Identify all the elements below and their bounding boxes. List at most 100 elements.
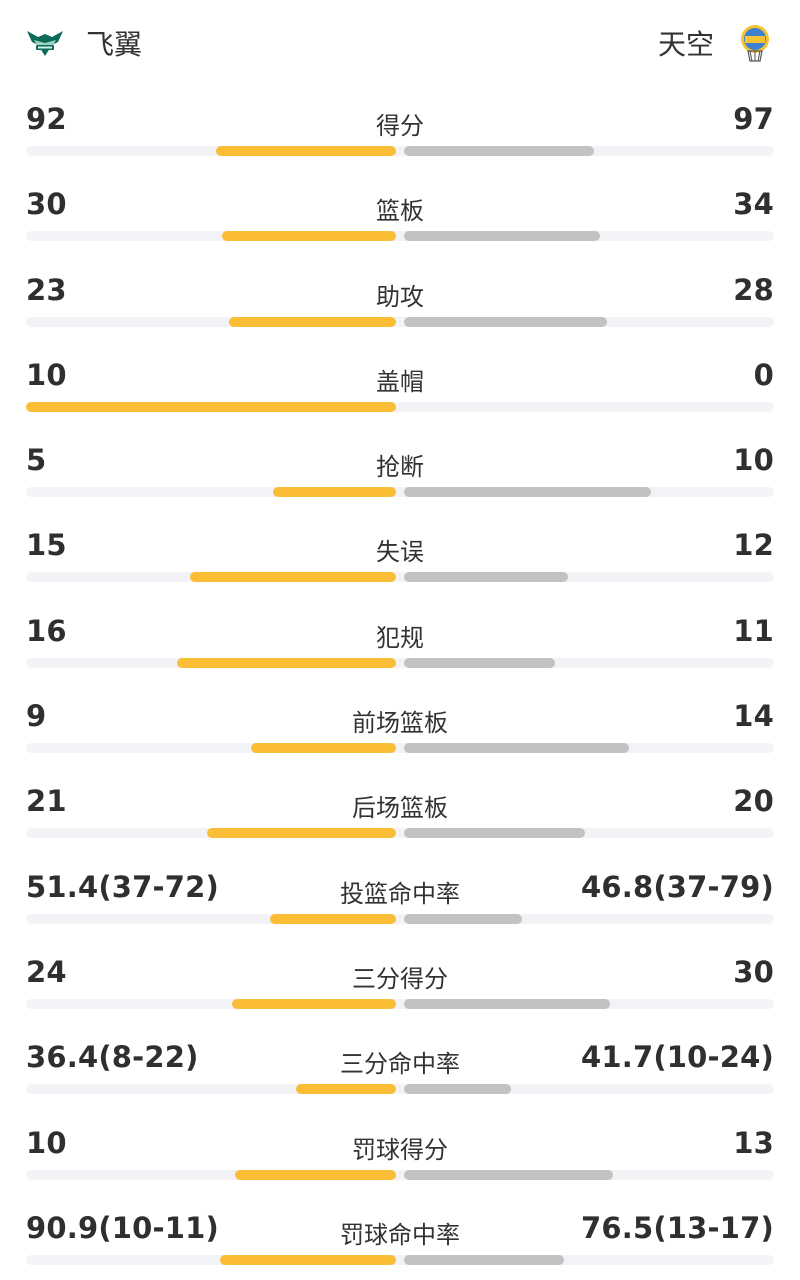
- stat-row: 15 失误 12: [0, 512, 800, 597]
- left-team[interactable]: 飞翼: [26, 22, 142, 64]
- right-value: 0: [753, 357, 774, 392]
- stat-label: 犯规: [376, 623, 424, 652]
- stat-track: [26, 146, 774, 156]
- right-value: 76.5(13-17): [580, 1210, 774, 1245]
- stat-track: [26, 316, 774, 327]
- left-value: 36.4(8-22): [26, 1040, 199, 1075]
- right-value: 20: [733, 784, 774, 819]
- stat-row: 24 三分得分 30: [0, 939, 800, 1024]
- left-bar: [207, 828, 396, 839]
- right-bar: [404, 1254, 564, 1265]
- left-value: 5: [26, 443, 47, 478]
- left-value: 23: [26, 272, 67, 307]
- stat-track: [26, 1254, 774, 1265]
- left-value: 9: [26, 699, 47, 734]
- left-bar: [270, 913, 396, 924]
- wings-logo-icon: [26, 24, 64, 62]
- left-bar: [222, 231, 396, 242]
- left-bar: [296, 1084, 396, 1095]
- stat-label: 罚球得分: [352, 1135, 448, 1164]
- stat-row: 30 篮板 34: [0, 171, 800, 256]
- right-bar: [404, 316, 607, 327]
- right-value: 14: [733, 699, 774, 734]
- right-team-name: 天空: [657, 28, 714, 61]
- stat-row: 36.4(8-22) 三分命中率 41.7(10-24): [0, 1024, 800, 1109]
- stat-row: 16 犯规 11: [0, 598, 800, 683]
- left-value: 30: [26, 187, 67, 222]
- right-value: 41.7(10-24): [580, 1040, 774, 1075]
- left-bar: [235, 1169, 396, 1180]
- stat-track: [26, 231, 774, 242]
- left-value: 21: [26, 784, 67, 819]
- right-team[interactable]: 天空: [658, 22, 774, 64]
- stat-label: 罚球命中率: [340, 1220, 460, 1249]
- left-value: 90.9(10-11): [26, 1210, 220, 1245]
- right-bar: [404, 1084, 511, 1095]
- stat-row: 10 罚球得分 13: [0, 1110, 800, 1195]
- right-bar: [404, 1169, 613, 1180]
- stat-label: 失误: [376, 538, 424, 567]
- left-value: 10: [26, 357, 67, 392]
- left-bar: [229, 316, 396, 327]
- left-value: 10: [26, 1125, 67, 1160]
- right-bar: [404, 828, 585, 839]
- right-value: 28: [733, 272, 774, 307]
- stat-track: [26, 828, 774, 839]
- stat-row: 23 助攻 28: [0, 257, 800, 342]
- stat-row: 92 得分 97: [0, 86, 800, 171]
- left-value: 16: [26, 613, 67, 648]
- stat-label: 助攻: [376, 282, 424, 311]
- right-value: 12: [733, 528, 774, 563]
- right-bar: [404, 231, 600, 242]
- left-bar: [177, 657, 396, 668]
- right-bar: [404, 146, 594, 156]
- left-team-name: 飞翼: [86, 28, 143, 61]
- stat-track: [26, 743, 774, 754]
- stat-label: 三分命中率: [340, 1050, 460, 1079]
- header: 飞翼 天空: [0, 0, 800, 86]
- right-value: 97: [733, 102, 774, 136]
- stat-label: 抢断: [376, 453, 424, 482]
- right-value: 30: [733, 954, 774, 989]
- right-bar: [404, 998, 610, 1009]
- stat-track: [26, 401, 774, 412]
- right-value: 34: [733, 187, 774, 222]
- stat-label: 盖帽: [376, 367, 424, 396]
- left-bar: [26, 401, 396, 412]
- right-bar: [404, 487, 651, 498]
- stat-track: [26, 572, 774, 583]
- stat-track: [26, 1084, 774, 1095]
- right-bar: [404, 657, 555, 668]
- left-bar: [251, 743, 396, 754]
- left-bar: [232, 998, 396, 1009]
- right-bar: [404, 743, 629, 754]
- left-bar: [220, 1254, 396, 1265]
- stat-track: [26, 998, 774, 1009]
- stat-row: 10 盖帽 0: [0, 342, 800, 427]
- left-bar: [273, 487, 396, 498]
- stat-track: [26, 913, 774, 924]
- stat-label: 投篮命中率: [340, 879, 460, 908]
- left-value: 24: [26, 954, 67, 989]
- stat-track: [26, 487, 774, 498]
- left-value: 51.4(37-72): [26, 869, 220, 904]
- stat-label: 前场篮板: [352, 709, 448, 738]
- right-value: 11: [733, 613, 774, 648]
- right-value: 46.8(37-79): [580, 869, 774, 904]
- right-value: 10: [733, 443, 774, 478]
- stat-row: 5 抢断 10: [0, 427, 800, 512]
- right-value: 13: [733, 1125, 774, 1160]
- stat-row: 9 前场篮板 14: [0, 683, 800, 768]
- left-bar: [216, 146, 396, 156]
- stat-label: 得分: [376, 112, 424, 140]
- stat-track: [26, 1169, 774, 1180]
- stat-label: 三分得分: [352, 964, 448, 993]
- right-bar: [404, 572, 568, 583]
- right-bar: [404, 913, 522, 924]
- stat-row: 51.4(37-72) 投篮命中率 46.8(37-79): [0, 854, 800, 939]
- left-value: 15: [26, 528, 67, 563]
- stats-list: 92 得分 97 30 篮板 34 23 助攻 28 10 盖帽 0 5 抢断 10 15 失误 12 16 犯规 11…: [0, 86, 800, 1280]
- left-value: 92: [26, 102, 67, 136]
- stat-track: [26, 657, 774, 668]
- left-bar: [190, 572, 396, 583]
